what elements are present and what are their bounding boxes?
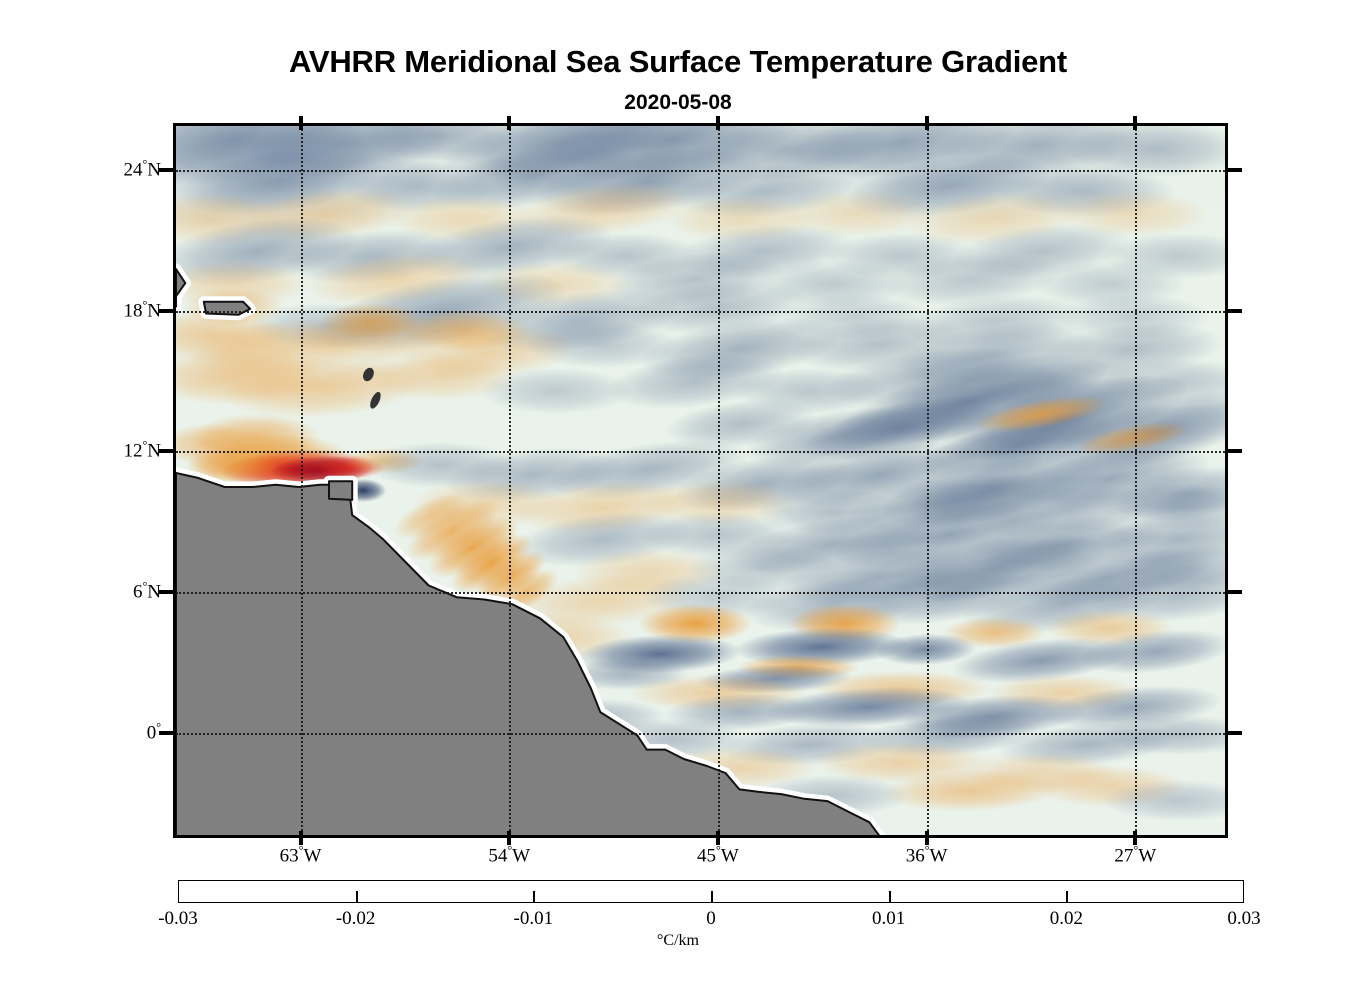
gradient-anomaly-blob xyxy=(400,310,528,351)
lesser-antilles-island xyxy=(363,367,374,382)
axis-tick-bottom xyxy=(715,831,720,845)
y-axis-tick-label: 24°N xyxy=(123,156,161,181)
gradient-anomaly-blob xyxy=(321,303,423,340)
map-plot-area xyxy=(173,123,1228,838)
axis-tick-bottom xyxy=(924,831,929,845)
colorbar-tick-label: 0.03 xyxy=(1227,908,1261,929)
colorbar-tick-label: 0.02 xyxy=(1049,908,1083,929)
gridline-latitude xyxy=(176,732,1225,735)
colorbar-tick xyxy=(533,891,536,902)
y-axis-tick-label: 0° xyxy=(146,719,161,743)
gradient-anomaly-blob xyxy=(641,479,794,526)
sst-gradient-anomaly-layer xyxy=(176,126,1225,835)
colorbar-tick-label: 0 xyxy=(706,908,716,929)
gradient-anomaly-blob xyxy=(526,321,679,368)
gridline-latitude xyxy=(176,451,1225,454)
colorbar-unit-label: °C/km xyxy=(657,932,699,949)
colorbar-tick xyxy=(888,891,891,902)
gradient-anomaly-blob xyxy=(365,354,518,401)
gradient-anomaly-blob xyxy=(687,544,840,591)
axis-tick-left xyxy=(159,589,176,594)
colorbar-tick-label: -0.01 xyxy=(513,908,554,929)
gradient-anomaly-blob xyxy=(176,348,323,406)
gridline-longitude xyxy=(926,126,929,835)
gradient-anomaly-blob xyxy=(780,293,933,340)
colorbar-tick-label: 0.01 xyxy=(872,908,906,929)
gridline-latitude xyxy=(176,591,1225,594)
axis-tick-bottom xyxy=(1133,831,1138,845)
gradient-anomaly-blob xyxy=(756,261,910,308)
gradient-anomaly-blob xyxy=(365,442,518,489)
gradient-anomaly-blob xyxy=(1067,126,1225,178)
gradient-anomaly-blob xyxy=(313,456,385,480)
gridline-longitude xyxy=(1135,126,1138,835)
axis-tick-right xyxy=(1225,308,1242,313)
gradient-anomaly-blob xyxy=(1102,484,1225,531)
axis-tick-top xyxy=(1133,116,1138,130)
gradient-anomaly-blob xyxy=(664,195,817,242)
x-axis-tick-label: 36°W xyxy=(905,843,948,867)
axis-tick-left xyxy=(159,730,176,735)
colorbar-tick xyxy=(355,891,358,902)
gridline-longitude xyxy=(717,126,720,835)
gradient-anomaly-blob xyxy=(388,195,541,242)
x-axis-tick-label: 54°W xyxy=(488,843,531,867)
x-axis-tick-label: 27°W xyxy=(1114,843,1157,867)
gradient-anomaly-blob xyxy=(1102,714,1225,756)
puerto-rico-landmass xyxy=(202,300,252,316)
gradient-anomaly-blob xyxy=(641,512,794,559)
colorbar-tick xyxy=(1066,891,1069,902)
axis-tick-top xyxy=(298,116,303,130)
gradient-anomaly-blob xyxy=(780,191,933,238)
y-axis-tick-label: 18°N xyxy=(123,297,161,321)
colorbar[interactable] xyxy=(178,880,1244,903)
gradient-anomaly-blob xyxy=(826,233,979,280)
axis-tick-left xyxy=(159,167,176,172)
figure-title: AVHRR Meridional Sea Surface Temperature… xyxy=(288,44,1068,79)
axis-tick-left xyxy=(159,308,176,313)
gradient-anomaly-blob xyxy=(572,549,725,596)
hispaniola-landmass xyxy=(176,268,187,308)
coastline-svg xyxy=(176,263,886,835)
gridline-longitude xyxy=(509,126,512,835)
colorbar-tick-label: -0.03 xyxy=(158,908,198,929)
south-america-landmass xyxy=(176,472,881,835)
trinidad-landmass xyxy=(328,480,354,501)
axis-tick-top xyxy=(715,116,720,130)
axis-tick-left xyxy=(159,449,176,454)
axis-tick-bottom xyxy=(298,831,303,845)
map-data-field xyxy=(176,126,1225,835)
figure-subtitle: 2020-05-08 xyxy=(624,91,732,114)
x-axis-tick-label: 45°W xyxy=(697,843,739,867)
axis-tick-right xyxy=(1225,730,1242,735)
axis-tick-right xyxy=(1225,167,1242,172)
gradient-anomaly-blob xyxy=(1056,293,1209,340)
axis-tick-right xyxy=(1225,449,1242,454)
gradient-anomaly-blob xyxy=(1033,765,1186,807)
gradient-anomaly-blob xyxy=(964,751,1117,793)
x-axis-tick-label: 63°W xyxy=(279,843,322,867)
y-axis-tick-label: 6°N xyxy=(132,578,161,603)
axis-tick-top xyxy=(507,116,512,130)
axis-tick-right xyxy=(1225,589,1242,594)
lesser-antilles-island xyxy=(370,391,381,409)
gradient-anomaly-blob xyxy=(1102,233,1225,280)
gradient-anomaly-blob xyxy=(480,367,633,414)
gridline-latitude xyxy=(176,169,1225,172)
axis-tick-bottom xyxy=(507,831,512,845)
gradient-anomaly-blob xyxy=(1056,191,1209,238)
gradient-anomaly-blob xyxy=(997,165,1176,217)
axis-tick-top xyxy=(924,116,929,130)
gridline-latitude xyxy=(176,310,1225,313)
y-axis-tick-label: 12°N xyxy=(123,438,161,462)
colorbar-tick-label: -0.02 xyxy=(335,908,376,929)
gradient-anomaly-blob xyxy=(549,233,702,280)
gradient-anomaly-blob xyxy=(813,742,991,784)
gradient-anomaly-blob xyxy=(1102,779,1225,821)
gradient-anomaly-blob xyxy=(1033,261,1186,308)
colorbar-tick xyxy=(711,891,713,902)
gridline-longitude xyxy=(300,126,303,835)
